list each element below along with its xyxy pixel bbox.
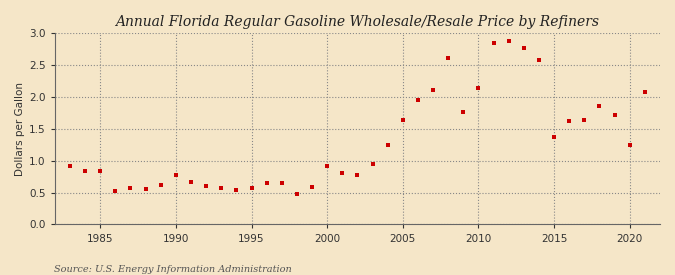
Point — [488, 41, 499, 45]
Point — [171, 173, 182, 178]
Point — [95, 169, 105, 173]
Point — [352, 173, 362, 178]
Point — [246, 186, 257, 190]
Point — [533, 58, 544, 63]
Point — [382, 143, 393, 147]
Point — [276, 181, 287, 185]
Point — [518, 46, 529, 51]
Point — [186, 180, 196, 184]
Point — [200, 184, 211, 188]
Point — [398, 118, 408, 123]
Text: Source: U.S. Energy Information Administration: Source: U.S. Energy Information Administ… — [54, 265, 292, 274]
Point — [155, 183, 166, 187]
Point — [140, 187, 151, 192]
Point — [473, 86, 484, 91]
Point — [639, 90, 650, 95]
Point — [337, 171, 348, 176]
Point — [443, 56, 454, 61]
Point — [292, 192, 302, 196]
Point — [624, 142, 635, 147]
Point — [458, 110, 468, 114]
Point — [216, 186, 227, 190]
Point — [549, 135, 560, 139]
Point — [504, 39, 514, 43]
Point — [110, 189, 121, 194]
Point — [125, 186, 136, 190]
Point — [412, 98, 423, 102]
Point — [579, 118, 590, 123]
Point — [322, 164, 333, 169]
Point — [306, 185, 317, 189]
Point — [610, 112, 620, 117]
Point — [367, 162, 378, 167]
Point — [594, 103, 605, 108]
Title: Annual Florida Regular Gasoline Wholesale/Resale Price by Refiners: Annual Florida Regular Gasoline Wholesal… — [115, 15, 599, 29]
Point — [80, 169, 90, 173]
Point — [231, 188, 242, 192]
Point — [564, 119, 574, 123]
Y-axis label: Dollars per Gallon: Dollars per Gallon — [15, 82, 25, 176]
Point — [428, 87, 439, 92]
Point — [261, 181, 272, 185]
Point — [65, 164, 76, 168]
